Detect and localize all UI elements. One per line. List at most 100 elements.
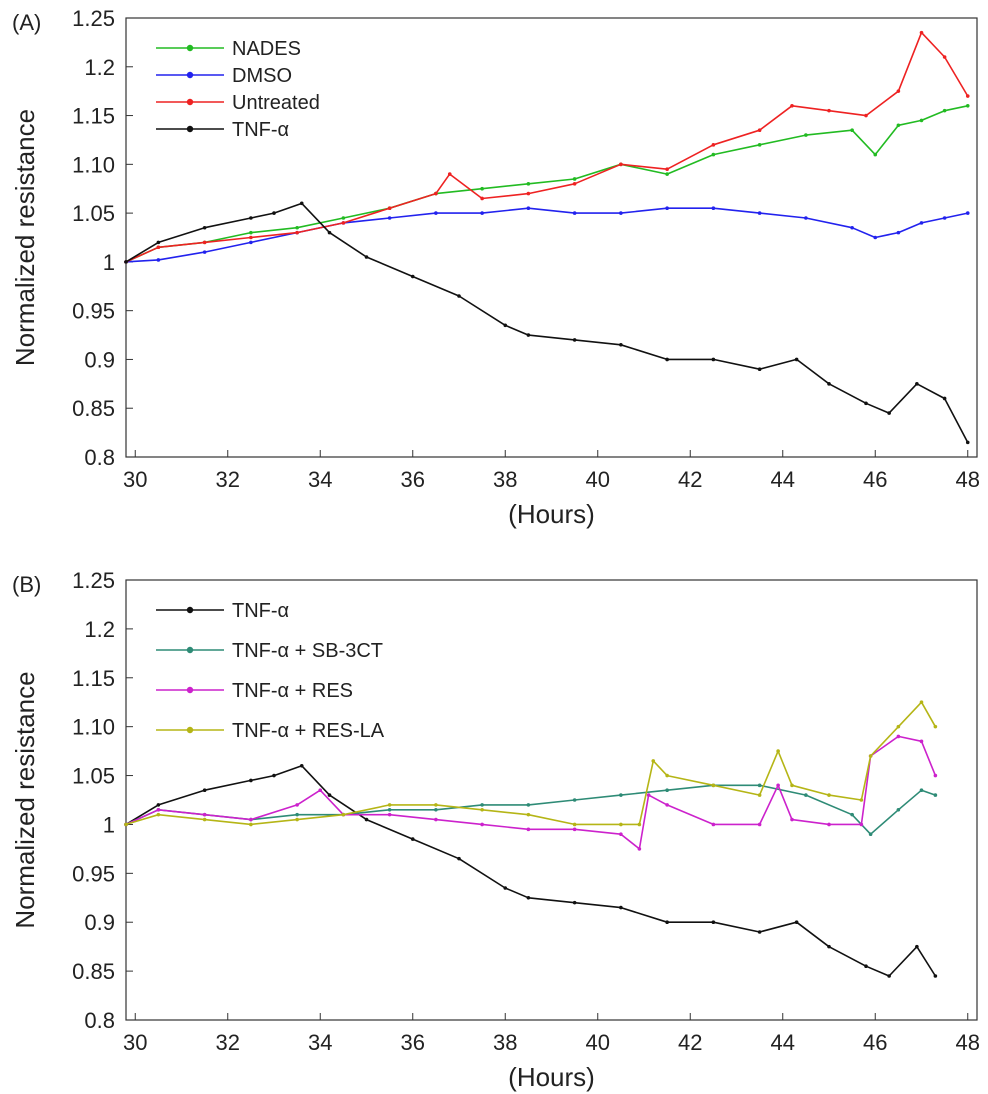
legend-marker [186, 686, 194, 694]
series-line-a-1 [125, 207, 968, 263]
y-axis-title: Normalized resistance [10, 671, 40, 928]
data-point [864, 401, 868, 406]
plot-frame [125, 579, 978, 1021]
data-point [665, 920, 669, 925]
y-tick-label: 0.8 [84, 1008, 115, 1033]
data-point [572, 798, 577, 802]
data-point [387, 216, 392, 220]
data-point [794, 920, 799, 925]
data-point [827, 822, 831, 827]
y-tick-label: 0.9 [84, 347, 115, 372]
data-point [572, 177, 577, 181]
legend-marker [186, 125, 194, 133]
data-point [646, 793, 651, 797]
y-tick-label: 1 [103, 250, 115, 275]
data-point [804, 133, 808, 137]
x-tick-label: 32 [216, 467, 240, 492]
data-point [757, 793, 762, 797]
data-point [919, 30, 924, 35]
data-point [299, 763, 304, 768]
data-point [711, 206, 716, 211]
data-point [665, 172, 669, 176]
data-point [887, 411, 891, 415]
data-point [202, 812, 207, 817]
data-point [124, 260, 128, 264]
data-point [156, 245, 161, 250]
y-tick-label: 1.25 [72, 568, 115, 593]
data-point [526, 206, 531, 211]
x-tick-label: 42 [678, 467, 702, 492]
x-tick-label: 40 [586, 467, 610, 492]
data-point [156, 258, 161, 262]
x-tick-label: 40 [586, 1030, 610, 1055]
data-point [757, 822, 762, 827]
data-point [827, 944, 831, 949]
data-point [249, 235, 253, 240]
legend-label: TNF-α + RES [232, 680, 353, 702]
panel-label: (B) [12, 572, 41, 597]
legend-label: NADES [232, 38, 301, 60]
data-point [850, 225, 854, 230]
x-tick-label: 36 [401, 467, 425, 492]
data-point [711, 152, 716, 157]
data-point [711, 822, 716, 827]
data-point [804, 216, 808, 220]
data-point [387, 812, 392, 817]
x-tick-label: 32 [216, 1030, 240, 1055]
data-point [859, 798, 864, 802]
data-point [249, 778, 253, 783]
data-point [665, 357, 669, 362]
legend-marker [186, 71, 194, 79]
data-point [434, 807, 438, 812]
data-point [827, 108, 831, 113]
data-point [480, 186, 484, 191]
y-tick-label: 1.15 [72, 666, 115, 691]
data-point [827, 793, 831, 797]
chart-panel-a: (A) 30 32 34 36 38 40 42 44 46 48 0.8 0.85 0.9 0.95 1 1.… [10, 6, 980, 529]
data-point [572, 900, 577, 905]
data-point [410, 837, 415, 841]
data-point [156, 803, 161, 807]
legend-label: TNF-α + SB-3CT [232, 640, 383, 662]
x-tick-label: 42 [678, 1030, 702, 1055]
plot-frame [125, 17, 978, 458]
data-point [457, 294, 461, 298]
data-point [619, 822, 623, 827]
x-tick-label: 48 [956, 467, 980, 492]
data-point [572, 822, 577, 827]
data-point [790, 104, 794, 108]
x-tick-label: 30 [123, 467, 147, 492]
data-point [933, 793, 938, 797]
x-tick-label: 38 [493, 467, 517, 492]
series-line-a-3 [125, 202, 969, 443]
data-point [410, 274, 415, 279]
x-tick-label: 36 [401, 1030, 425, 1055]
data-point [249, 822, 253, 827]
y-tick-label: 1.05 [72, 201, 115, 226]
y-tick-label: 1.10 [72, 152, 115, 177]
data-point [434, 191, 438, 196]
data-point [665, 803, 669, 807]
data-point [651, 759, 656, 763]
data-point [887, 974, 891, 978]
data-point [572, 211, 577, 215]
data-point [896, 724, 901, 729]
data-point [202, 817, 207, 822]
data-point [776, 783, 780, 788]
data-point [124, 822, 128, 827]
data-point [933, 724, 938, 729]
y-axis-title: Normalized resistance [10, 109, 40, 366]
data-point [434, 211, 438, 215]
data-point [619, 832, 623, 837]
data-point [202, 225, 207, 230]
data-point [526, 827, 531, 832]
data-point [480, 822, 484, 827]
x-tick-label: 34 [308, 467, 332, 492]
data-point [327, 793, 332, 797]
legend-label: DMSO [232, 65, 292, 87]
data-point [942, 216, 947, 220]
data-point [757, 128, 762, 132]
data-point [526, 333, 531, 337]
x-tick-label: 34 [308, 1030, 332, 1055]
